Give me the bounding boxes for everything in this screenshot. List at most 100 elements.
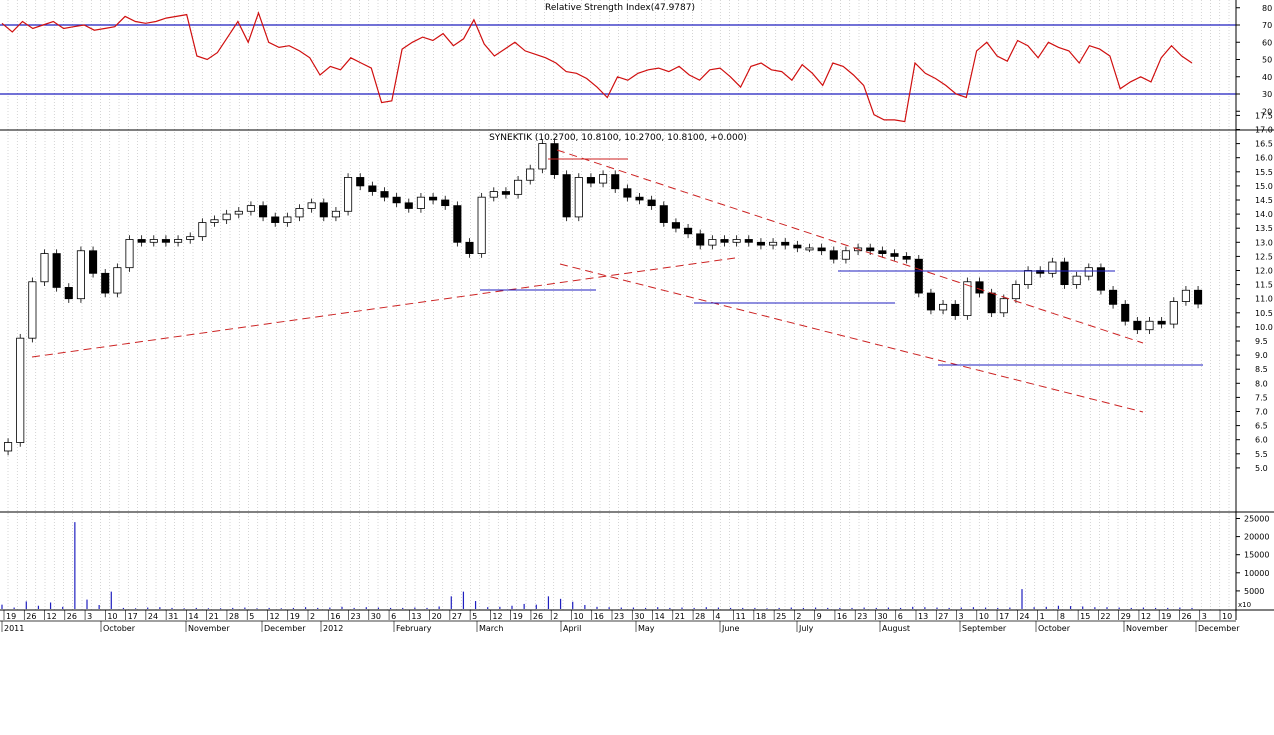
price-bar: [1096, 267, 1105, 291]
volume-tick-label: 5000: [1244, 587, 1264, 596]
price-title: SYNEKTIK (10.2700, 10.8100, 10.2700, 10.…: [489, 133, 747, 143]
day-label: 1: [1040, 612, 1045, 621]
day-label: 5: [472, 612, 477, 621]
price-bar: [987, 292, 996, 314]
uptrend-line: [31, 257, 736, 358]
month-label: February: [396, 624, 432, 633]
price-bar: [841, 250, 850, 260]
day-label: 30: [877, 612, 887, 621]
day-label: 10: [979, 612, 989, 621]
volume-axis: 5000 10000 15000 20000 25000: [1236, 515, 1269, 596]
price-bar: [902, 255, 911, 260]
price-bar: [319, 202, 328, 218]
price-bar: [283, 216, 292, 223]
volume-tick-label: 10000: [1244, 569, 1269, 578]
price-bar: [829, 250, 838, 260]
day-label: 2: [796, 612, 801, 621]
price-tick-label: 10.0: [1255, 323, 1273, 332]
volume-tick-label: 25000: [1244, 515, 1269, 524]
price-bar: [429, 196, 438, 201]
price-bar: [307, 202, 316, 209]
day-label: 20: [432, 612, 442, 621]
price-axis: 5.0 5.5 6.0 6.5 7.0 7.5 8.0 8.5 9.0 9.5 10.0 10.5 11…: [1236, 111, 1273, 473]
price-bar: [125, 239, 134, 269]
day-label: 6: [898, 612, 903, 621]
price-bar: [659, 205, 668, 223]
price-bar: [380, 191, 389, 198]
price-tick-label: 13.5: [1255, 224, 1273, 233]
rsi-tick-label: 40: [1262, 73, 1272, 82]
price-tick-label: 14.5: [1255, 196, 1273, 205]
rsi-tick-label: 80: [1262, 4, 1272, 13]
day-label: 13: [411, 612, 421, 621]
price-bar: [939, 303, 948, 311]
price-bar: [210, 219, 219, 223]
day-label: 26: [1181, 612, 1191, 621]
day-label: 12: [1141, 612, 1151, 621]
price-tick-label: 6.5: [1255, 422, 1268, 431]
day-label: 10: [1222, 612, 1232, 621]
price-bar: [805, 247, 814, 251]
month-label: November: [188, 624, 230, 633]
price-bar: [926, 292, 935, 311]
day-label: 3: [87, 612, 92, 621]
day-label: 3: [1202, 612, 1207, 621]
price-bar: [271, 216, 280, 223]
day-label: 11: [736, 612, 746, 621]
price-bar: [40, 253, 49, 283]
day-label: 16: [837, 612, 847, 621]
price-bar: [161, 239, 170, 243]
day-label: 14: [655, 612, 665, 621]
price-bar: [1181, 289, 1190, 302]
price-bar: [246, 205, 255, 212]
price-bar: [356, 177, 365, 187]
month-label: 2012: [323, 624, 343, 633]
time-axis: 19 26 12 26 3 10 17 24 31 14 21 28 5 12 19 2 16 23 30 6 13 20…: [0, 610, 1240, 633]
price-tick-label: 15.5: [1255, 168, 1273, 177]
day-label: 19: [513, 612, 523, 621]
price-bar: [586, 177, 595, 184]
price-bar: [392, 196, 401, 204]
price-bar: [574, 177, 583, 218]
rsi-series-line: [1, 11, 1193, 123]
day-label: 23: [857, 612, 867, 621]
price-tick-label: 16.0: [1255, 154, 1273, 163]
rsi-axis: 20 30 40 50 60 70 80: [1236, 4, 1272, 116]
price-tick-label: 10.5: [1255, 309, 1273, 318]
day-label: 24: [148, 612, 158, 621]
price-bar: [526, 168, 535, 181]
price-bar: [1011, 284, 1020, 300]
day-label: 9: [817, 612, 822, 621]
day-label: 12: [269, 612, 279, 621]
price-bar: [866, 247, 875, 252]
month-label: November: [1126, 624, 1168, 633]
day-label: 6: [391, 612, 396, 621]
price-bar: [368, 185, 377, 192]
price-bar: [611, 174, 620, 190]
price-bar: [599, 174, 608, 184]
day-label: 19: [290, 612, 300, 621]
price-tick-label: 17.5: [1255, 111, 1273, 120]
price-bar: [28, 281, 37, 339]
day-label: 17: [128, 612, 138, 621]
price-tick-label: 7.0: [1255, 408, 1268, 417]
price-bar: [635, 196, 644, 201]
rsi-tick-label: 30: [1262, 90, 1272, 99]
day-label: 10: [107, 612, 117, 621]
day-label: 19: [1161, 612, 1171, 621]
day-label: 21: [209, 612, 219, 621]
price-bar: [781, 241, 790, 246]
price-bar: [234, 210, 243, 215]
day-label: 27: [938, 612, 948, 621]
price-bar: [963, 281, 972, 317]
day-label: 18: [756, 612, 766, 621]
day-label: 25: [776, 612, 786, 621]
day-label: 26: [26, 612, 36, 621]
price-bar: [684, 227, 693, 235]
price-bar: [331, 210, 340, 218]
day-label: 15: [1080, 612, 1090, 621]
day-label: 19: [6, 612, 16, 621]
price-bar: [1121, 303, 1130, 322]
price-bar: [344, 177, 353, 212]
price-tick-label: 12.5: [1255, 252, 1273, 261]
